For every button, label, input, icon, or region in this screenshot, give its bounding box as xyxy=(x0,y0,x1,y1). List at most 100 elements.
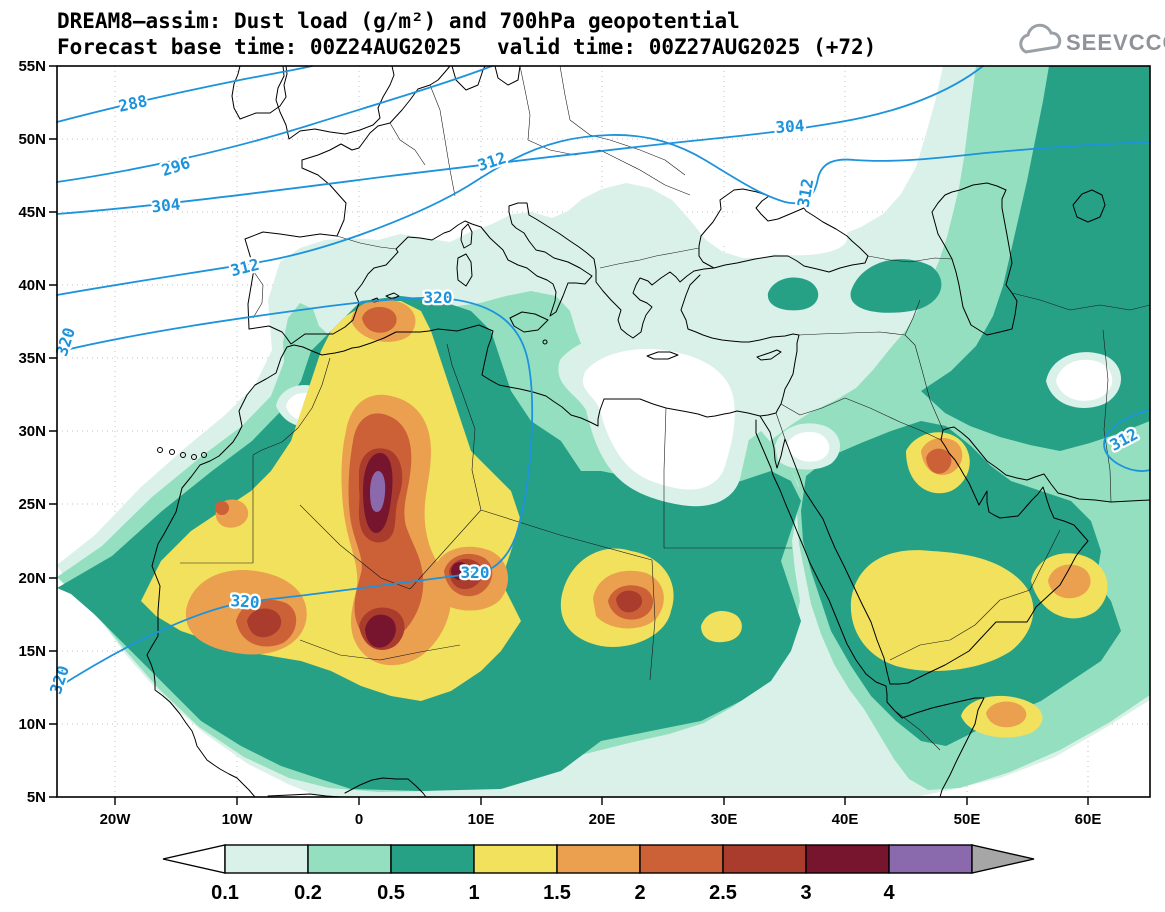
contour-320 xyxy=(56,296,534,689)
colorbar-arrow-left xyxy=(162,844,226,874)
coastlines xyxy=(146,65,1151,798)
contour-288 xyxy=(56,65,313,123)
contour-label: 320 xyxy=(461,563,490,582)
lon-tick-label: 20W xyxy=(100,811,132,828)
lat-tick-label: 45N xyxy=(18,204,46,221)
lat-tick-label: 55N xyxy=(18,58,46,75)
low-dust-hole-jordan xyxy=(786,431,830,462)
cloud-icon xyxy=(1019,23,1062,54)
lon-tick-label: 10W xyxy=(222,811,254,828)
contour-label: 312 xyxy=(229,255,262,280)
contour-label: 304 xyxy=(151,195,182,217)
contour-label: 288 xyxy=(117,91,149,116)
contour-label: 320 xyxy=(230,591,260,612)
coastline-atlantic-europe xyxy=(244,65,451,240)
lat-tick-label: 25N xyxy=(18,496,46,513)
island-dot xyxy=(201,452,207,458)
colorbar-label: 1.5 xyxy=(543,882,571,904)
colorbar-label: 0.2 xyxy=(294,882,322,904)
low-dust-hole-egypt-med xyxy=(582,348,735,490)
contour-label: 320 xyxy=(52,325,79,358)
dust-load-shading xyxy=(57,66,1150,797)
valid-time: valid time: 00Z27AUG2025 (+72) xyxy=(497,35,876,59)
lat-tick-label: 50N xyxy=(18,131,46,148)
colorbar: 0.1 0.2 0.5 1 1.5 2 2.5 3 4 xyxy=(162,844,1035,904)
dust-region-2-north-mali-dot xyxy=(215,501,230,515)
coastline-denmark xyxy=(451,65,521,91)
dust-region-2p5-sudan xyxy=(616,590,643,613)
latitude-ticks xyxy=(49,65,57,798)
island-crete xyxy=(646,351,679,360)
lat-tick-label: 5N xyxy=(27,789,46,806)
contour-312 xyxy=(56,134,1151,296)
coastline-black-sea xyxy=(698,188,869,273)
forecast-base-time: Forecast base time: 00Z24AUG2025 xyxy=(57,35,462,59)
coastline-iberia-italy-greece xyxy=(244,202,715,345)
colorbar-label: 3 xyxy=(800,882,811,904)
low-dust-hole-iran xyxy=(1056,359,1113,401)
coastline-england xyxy=(275,65,395,140)
colorbar-label: 1 xyxy=(468,882,479,904)
lon-tick-label: 30E xyxy=(711,811,738,828)
longitude-ticks xyxy=(114,797,1089,805)
lat-tick-label: 35N xyxy=(18,350,46,367)
low-dust-hole-black-sea xyxy=(711,206,848,256)
lon-tick-label: 10E xyxy=(468,811,495,828)
coastline-turkey-levant-north-africa xyxy=(146,274,800,798)
coastline-aral xyxy=(1072,189,1106,223)
dust-region-2-iraq xyxy=(926,448,952,474)
dust-region-3-niamey xyxy=(365,614,396,648)
contour-label: 312 xyxy=(794,177,818,209)
contour-label: 320 xyxy=(46,663,73,696)
dust-region-2-algeria-coast xyxy=(362,306,397,333)
contour-304 xyxy=(56,65,984,215)
dust-region-1p5-horn xyxy=(986,701,1027,728)
colorbar-cell-2p5 xyxy=(722,844,807,874)
island-corsica xyxy=(460,223,473,249)
lat-tick-label: 20N xyxy=(18,570,46,587)
seevccc-logo: SEEVCCC xyxy=(1019,23,1165,55)
island-malta xyxy=(542,339,548,345)
contour-label: 296 xyxy=(159,153,192,180)
islands-canaries xyxy=(157,339,548,460)
colorbar-cell-0p2 xyxy=(307,844,392,874)
dust-region-2p5-west-mali xyxy=(247,608,282,638)
dust-region-1p5-oman xyxy=(1048,564,1091,599)
colorbar-label: 2 xyxy=(634,882,645,904)
island-sardinia xyxy=(456,253,473,287)
dust-region-0p5-west-turkey xyxy=(767,277,819,311)
island-dot xyxy=(191,454,197,460)
coastline-ireland xyxy=(231,65,288,120)
logo-text: SEEVCCC xyxy=(1066,30,1165,55)
lon-tick-label: 0 xyxy=(355,811,363,828)
colorbar-arrow-right xyxy=(971,844,1035,874)
lat-tick-label: 15N xyxy=(18,643,46,660)
dust-region-0p5-east-turkey xyxy=(850,259,942,313)
dust-region-1-saudi xyxy=(850,550,1034,671)
country-borders xyxy=(180,65,1151,751)
contour-label: 304 xyxy=(775,116,805,137)
island-dot xyxy=(169,449,175,455)
island-dot xyxy=(180,452,186,458)
colorbar-label: 0.5 xyxy=(377,882,405,904)
colorbar-cell-4plus xyxy=(888,844,973,874)
lat-tick-label: 40N xyxy=(18,277,46,294)
island-cyprus xyxy=(756,349,782,361)
lon-tick-label: 20E xyxy=(589,811,616,828)
contour-312-southeast xyxy=(1103,409,1151,472)
dust-region-4-core xyxy=(370,471,386,512)
colorbar-cell-1 xyxy=(473,844,558,874)
colorbar-label: 2.5 xyxy=(709,882,737,904)
colorbar-cell-2 xyxy=(639,844,724,874)
lon-tick-label: 40E xyxy=(832,811,859,828)
colorbar-label: 0.1 xyxy=(211,882,239,904)
colorbar-cell-0p1 xyxy=(224,844,309,874)
lat-tick-label: 30N xyxy=(18,423,46,440)
colorbar-label: 4 xyxy=(883,882,895,904)
coastline-caspian xyxy=(931,182,1018,336)
colorbar-cell-3 xyxy=(805,844,890,874)
dust-region-1-eritrea xyxy=(701,610,742,643)
map-axes: 55N 50N 45N 40N 35N 30N 25N 20N 15N 10N … xyxy=(18,58,1151,828)
